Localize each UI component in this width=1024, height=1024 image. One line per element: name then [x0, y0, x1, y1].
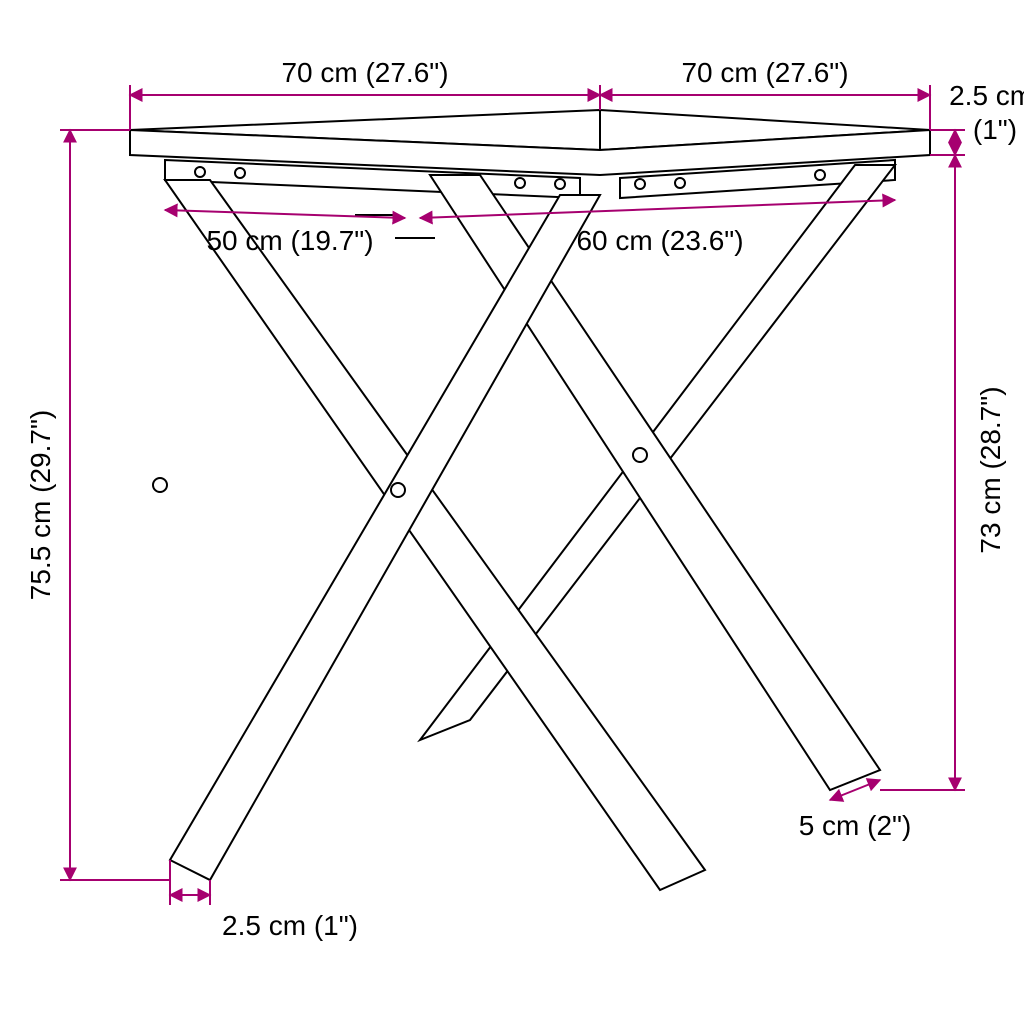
svg-text:70 cm (27.6"): 70 cm (27.6")	[681, 57, 848, 88]
svg-text:60 cm (23.6"): 60 cm (23.6")	[576, 225, 743, 256]
dim-height-right: 73 cm (28.7")	[880, 155, 1006, 790]
dim-height-left: 75.5 cm (29.7")	[25, 130, 170, 880]
dim-thickness: 2.5 cm (1")	[930, 80, 1024, 155]
svg-text:2.5 cm (1"): 2.5 cm (1")	[222, 910, 358, 941]
svg-text:50 cm (19.7"): 50 cm (19.7")	[206, 225, 373, 256]
svg-text:5 cm (2"): 5 cm (2")	[799, 810, 912, 841]
svg-text:70 cm (27.6"): 70 cm (27.6")	[281, 57, 448, 88]
svg-text:73 cm (28.7"): 73 cm (28.7")	[975, 386, 1006, 553]
svg-text:2.5 cm (1"): 2.5 cm (1")	[949, 80, 1024, 145]
svg-text:75.5 cm (29.7"): 75.5 cm (29.7")	[25, 410, 56, 600]
